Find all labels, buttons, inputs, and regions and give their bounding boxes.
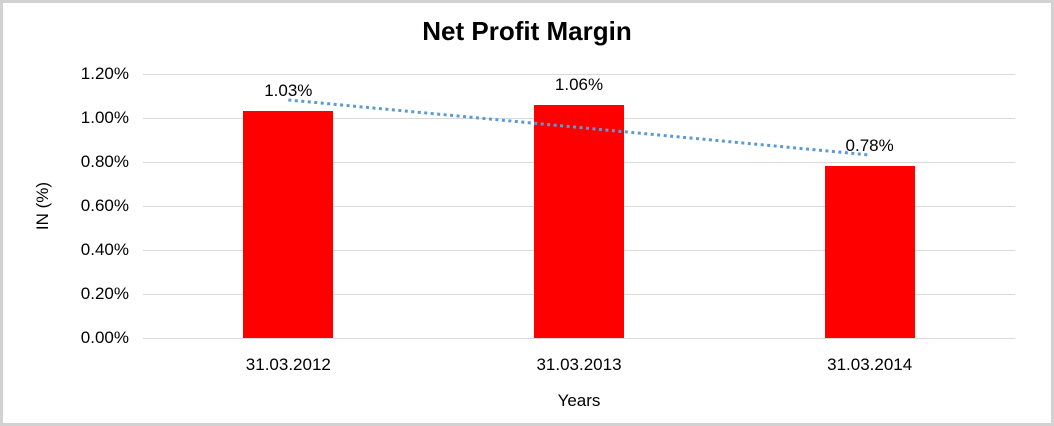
bar[interactable] — [243, 111, 334, 338]
y-axis-tick-label: 0.80% — [80, 152, 129, 171]
trendline[interactable] — [3, 3, 1054, 426]
x-axis-title: Years — [557, 391, 601, 410]
gridline — [143, 73, 1015, 75]
y-axis-tick-label: 1.00% — [80, 108, 129, 127]
bar[interactable] — [824, 166, 915, 338]
bar[interactable] — [534, 104, 624, 338]
gridline — [143, 337, 1015, 339]
y-axis-tick-label: 0.60% — [80, 196, 129, 215]
y-axis-tick-label: 0.20% — [80, 284, 129, 303]
data-label: 1.03% — [264, 81, 313, 101]
y-axis-tick-label: 0.40% — [80, 240, 129, 259]
data-label: 0.78% — [845, 136, 894, 156]
chart-title: Net Profit Margin — [422, 16, 632, 46]
trendline-segment[interactable] — [288, 98, 870, 157]
x-axis-tick-label: 31.03.2012 — [245, 355, 331, 374]
x-axis-tick-label: 31.03.2013 — [536, 355, 622, 374]
y-axis-tick-label: 1.20% — [80, 64, 129, 83]
data-label: 1.06% — [554, 74, 604, 94]
x-axis-tick-label: 31.03.2014 — [827, 355, 913, 374]
y-axis-tick-label: 0.00% — [80, 328, 129, 347]
